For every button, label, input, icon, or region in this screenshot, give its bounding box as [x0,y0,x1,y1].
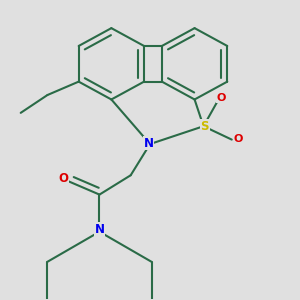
Text: O: O [58,172,68,185]
Text: O: O [234,134,243,144]
Text: S: S [200,120,209,133]
Text: O: O [217,93,226,103]
Text: N: N [94,223,104,236]
Text: N: N [143,137,154,150]
